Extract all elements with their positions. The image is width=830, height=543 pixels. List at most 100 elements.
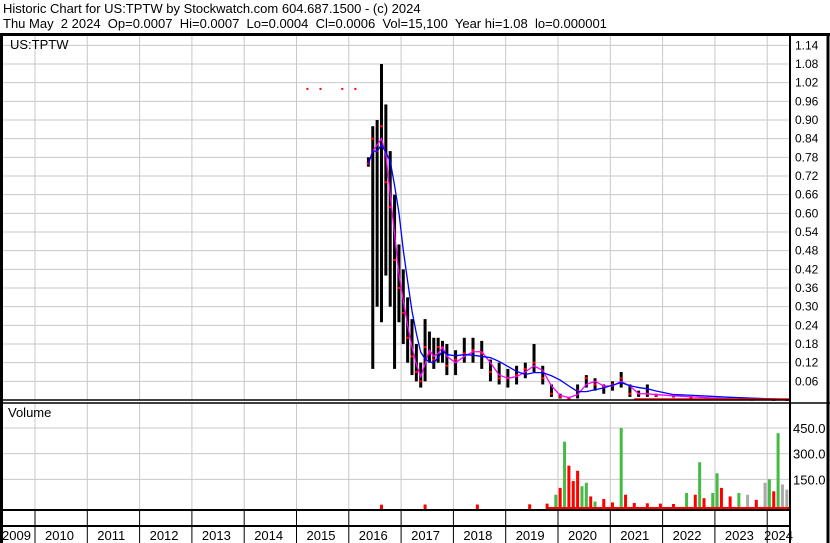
close-marker — [423, 346, 427, 349]
volume-bar — [698, 462, 702, 509]
close-marker — [393, 259, 397, 261]
price-bar — [488, 359, 492, 382]
volume-bar — [423, 504, 427, 509]
volume-bar — [554, 494, 558, 509]
price-bar — [423, 319, 427, 382]
volume-bar — [545, 503, 549, 509]
isolated-point — [354, 87, 357, 90]
volume-bar — [702, 498, 706, 509]
close-marker — [541, 377, 545, 380]
price-tick-label: 0.24 — [795, 318, 819, 332]
price-bar — [427, 331, 431, 363]
price-tick-label: 0.30 — [795, 300, 819, 314]
close-marker — [523, 367, 527, 370]
year-label: 2012 — [150, 528, 179, 543]
short-moving-average — [367, 137, 787, 401]
isolated-point — [341, 87, 344, 90]
price-bar — [401, 269, 405, 344]
volume-bar — [780, 484, 784, 509]
price-bar — [432, 337, 436, 369]
price-bar — [397, 244, 401, 323]
volume-bar — [685, 493, 689, 509]
price-bar — [628, 384, 632, 397]
year-label: 2011 — [97, 528, 125, 543]
volume-bar — [715, 473, 719, 509]
close-marker — [593, 383, 597, 386]
volume-bar — [767, 479, 771, 509]
year-label: 2019 — [516, 528, 545, 543]
volume-bar — [602, 499, 606, 509]
year-label: 2016 — [359, 528, 388, 543]
price-tick-label: 0.36 — [795, 281, 819, 295]
close-marker — [628, 392, 632, 395]
price-tick-label: 0.12 — [795, 356, 819, 370]
close-marker — [419, 380, 423, 383]
long-moving-average — [367, 143, 787, 401]
year-label: 2010 — [45, 528, 74, 543]
close-marker — [619, 377, 623, 380]
volume-bar — [719, 487, 723, 509]
close-marker — [432, 358, 436, 361]
price-bar — [375, 120, 379, 307]
isolated-point — [319, 87, 322, 90]
close-marker — [549, 392, 553, 395]
price-bar — [497, 362, 501, 385]
price-bar — [406, 297, 410, 363]
volume-bar — [528, 504, 532, 509]
volume-bar — [571, 481, 575, 509]
close-marker — [401, 311, 405, 314]
close-marker — [410, 355, 414, 358]
close-marker — [480, 352, 484, 355]
price-tick-label: 0.54 — [795, 225, 819, 239]
price-tick-label: 0.78 — [795, 150, 819, 164]
price-bar — [645, 384, 649, 397]
price-tick-label: 0.90 — [795, 113, 819, 127]
close-marker — [576, 389, 580, 392]
close-marker — [567, 397, 571, 400]
volume-bar — [737, 493, 741, 509]
close-marker — [654, 394, 658, 397]
volume-tick-label: 150.0 — [793, 472, 826, 487]
year-label: 2014 — [254, 528, 283, 543]
price-tick-label: 1.08 — [795, 57, 819, 71]
volume-bar — [379, 504, 383, 509]
price-bar — [532, 344, 536, 372]
top-border — [0, 33, 830, 36]
close-marker — [497, 377, 501, 380]
price-tick-label: 0.96 — [795, 94, 819, 108]
volume-bar — [754, 499, 758, 509]
price-tick-label: 0.60 — [795, 206, 819, 220]
volume-bar — [589, 496, 593, 509]
volume-bar — [785, 489, 789, 509]
close-marker — [454, 358, 458, 361]
year-label: 2024 — [764, 528, 793, 543]
year-label: 2021 — [620, 528, 649, 543]
volume-bar — [563, 441, 567, 509]
volume-bar — [693, 494, 697, 509]
price-bar — [480, 340, 484, 369]
price-bar — [379, 64, 383, 323]
left-border — [0, 36, 3, 543]
price-tick-label: 0.72 — [795, 169, 819, 183]
price-bar — [371, 126, 375, 369]
volume-bar — [658, 503, 662, 509]
volume-bar — [728, 496, 732, 509]
price-tick-label: 1.02 — [795, 76, 819, 90]
year-label: 2022 — [673, 528, 702, 543]
volume-bar — [558, 487, 562, 509]
volume-bar — [671, 503, 675, 509]
volume-tick-label: 450.0 — [793, 421, 826, 436]
price-bar — [584, 375, 588, 388]
close-marker — [445, 364, 449, 367]
close-marker — [414, 371, 418, 373]
price-tick-label: 0.48 — [795, 244, 819, 258]
price-tick-label: 0.42 — [795, 262, 819, 276]
volume-bar — [624, 494, 628, 509]
volume-bar — [645, 503, 649, 509]
close-marker — [471, 349, 475, 352]
volume-bar — [475, 504, 479, 509]
year-label: 2015 — [307, 528, 336, 543]
volume-bar — [567, 465, 571, 509]
close-marker — [427, 352, 431, 355]
